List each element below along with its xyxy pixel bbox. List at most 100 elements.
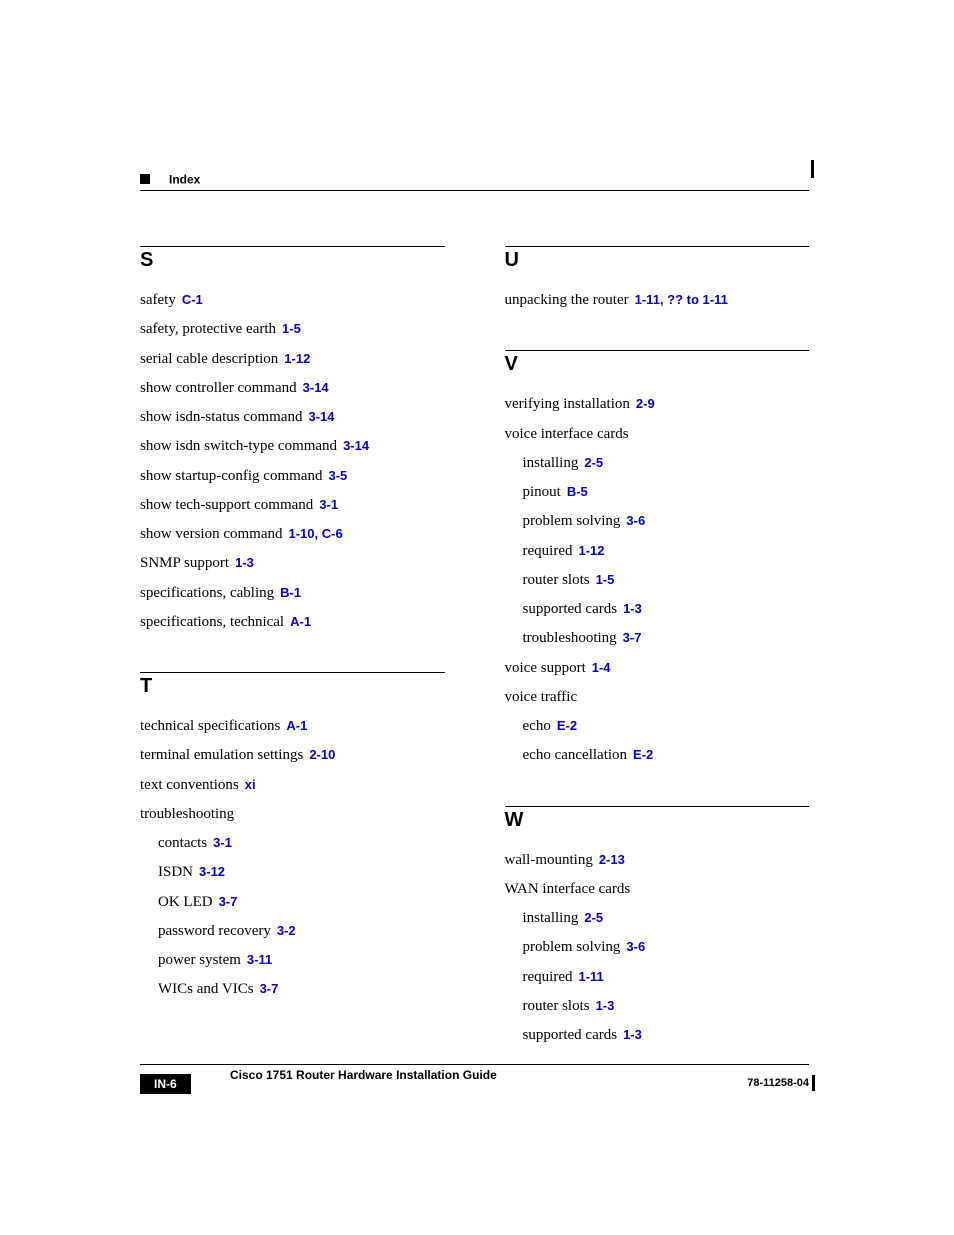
entry-refs: 2-5	[584, 455, 603, 471]
index-entry: installing 2-5	[505, 453, 810, 473]
index-entry: verifying installation2-9	[505, 394, 810, 414]
index-entry: problem solving3-6	[505, 937, 810, 957]
page-ref-link[interactable]: xi	[245, 777, 256, 792]
page-ref-link[interactable]: 3-7	[260, 981, 279, 996]
page-ref-link[interactable]: B-1	[280, 585, 301, 600]
entry-refs: 3-7	[260, 981, 279, 997]
page-ref-link[interactable]: 3-14	[309, 409, 335, 424]
page-ref-link[interactable]: 1-12	[284, 351, 310, 366]
entry-text: WICs and VICs	[158, 981, 254, 997]
page-ref-link[interactable]: 2-13	[599, 852, 625, 867]
entry-refs: 3-7	[623, 630, 642, 646]
entry-refs: 3-6	[626, 513, 645, 529]
page-ref-link[interactable]: C-1	[182, 292, 203, 307]
page-ref-link[interactable]: 3-11	[247, 952, 272, 967]
page-ref-link[interactable]: 3-2	[277, 923, 296, 938]
entry-text: unpacking the router	[505, 292, 629, 308]
entry-refs: 3-2	[277, 923, 296, 939]
section-letter: U	[505, 246, 810, 272]
page-ref-link[interactable]: 3-5	[328, 468, 347, 483]
page-ref-link[interactable]: 1-3	[235, 555, 254, 570]
section-letter: S	[140, 246, 445, 272]
index-section: Wwall-mounting2-13WAN interface cardsins…	[505, 806, 810, 1046]
entry-text: wall-mounting	[505, 852, 593, 868]
entry-text: specifications, technical	[140, 614, 284, 630]
entry-text: OK LED	[158, 894, 213, 910]
index-entry: show tech-support command3-1	[140, 495, 445, 515]
page-ref-link[interactable]: 1-11	[578, 969, 603, 984]
entry-text: password recovery	[158, 923, 271, 939]
page-ref-link[interactable]: 3-6	[626, 513, 645, 528]
entry-refs: 3-7	[219, 894, 238, 910]
entry-refs: 3-11	[247, 952, 272, 968]
entry-refs: 2-9	[636, 396, 655, 412]
footer-row: Cisco 1751 Router Hardware Installation …	[140, 1065, 809, 1085]
index-entry: safetyC-1	[140, 290, 445, 310]
entry-refs: E-2	[633, 747, 653, 763]
page-ref-link[interactable]: A-1	[290, 614, 311, 629]
page-footer: Cisco 1751 Router Hardware Installation …	[140, 1064, 809, 1085]
page-ref-link[interactable]: 3-1	[319, 497, 338, 512]
entry-text: voice support	[505, 660, 586, 676]
index-entry: WICs and VICs 3-7	[140, 979, 445, 999]
page-ref-link[interactable]: 2-5	[584, 455, 603, 470]
page-ref-link[interactable]: 1-5	[282, 321, 301, 336]
index-entry: required 1-12	[505, 541, 810, 561]
page-ref-link[interactable]: 1-3	[596, 998, 615, 1013]
page-ref-link[interactable]: 3-14	[303, 380, 329, 395]
index-entry: power system3-11	[140, 950, 445, 970]
index-entry: unpacking the router1-11, ?? to 1-11	[505, 290, 810, 310]
page-ref-link[interactable]: E-2	[557, 718, 577, 733]
entry-refs: B-5	[567, 484, 588, 500]
page-ref-link[interactable]: C-6	[322, 526, 343, 541]
page-ref-link[interactable]: 3-6	[626, 939, 645, 954]
page-ref-link[interactable]: 1-4	[592, 660, 611, 675]
entry-text: specifications, cabling	[140, 585, 274, 601]
entry-refs: 2-5	[584, 910, 603, 926]
page-ref-link[interactable]: ?? to 1-11	[667, 292, 728, 307]
page-ref-link[interactable]: 3-1	[213, 835, 232, 850]
page-ref-link[interactable]: 1-12	[578, 543, 604, 558]
page-ref-link[interactable]: 2-9	[636, 396, 655, 411]
index-entry: password recovery 3-2	[140, 921, 445, 941]
entry-text: safety, protective earth	[140, 321, 276, 337]
page-ref-link[interactable]: 3-7	[219, 894, 238, 909]
index-entry: troubleshooting 3-7	[505, 628, 810, 648]
page-ref-link[interactable]: 1-11	[635, 292, 660, 307]
page-ref-link[interactable]: B-5	[567, 484, 588, 499]
entry-refs: 1-5	[596, 572, 615, 588]
header-square-icon	[140, 174, 150, 184]
entry-text: installing	[523, 455, 579, 471]
page-ref-link[interactable]: 3-14	[343, 438, 369, 453]
page-header: Index	[140, 170, 809, 191]
index-entry: wall-mounting 2-13	[505, 850, 810, 870]
entry-refs: 3-1	[213, 835, 232, 851]
column-left: SsafetyC-1safety, protective earth1-5ser…	[140, 246, 445, 1085]
entry-text: supported cards	[523, 1027, 618, 1043]
page-ref-link[interactable]: 3-12	[199, 864, 225, 879]
page-ref-link[interactable]: E-2	[633, 747, 653, 762]
index-entry: specifications, cabling B-1	[140, 583, 445, 603]
entry-text: show isdn-status command	[140, 409, 303, 425]
page: Index SsafetyC-1 safety, protective earth…	[0, 0, 954, 1235]
page-ref-link[interactable]: 1-3	[623, 601, 642, 616]
page-ref-link[interactable]: 1-5	[596, 572, 615, 587]
entry-text: troubleshooting	[523, 630, 617, 646]
page-ref-link[interactable]: 3-7	[623, 630, 642, 645]
entry-refs: 1-3	[623, 1027, 642, 1043]
section-letter: W	[505, 806, 810, 832]
page-ref-link[interactable]: 2-5	[584, 910, 603, 925]
page-ref-link[interactable]: 1-3	[623, 1027, 642, 1042]
index-columns: SsafetyC-1safety, protective earth1-5ser…	[140, 246, 809, 1085]
page-ref-link[interactable]: A-1	[286, 718, 307, 733]
index-entry: specifications, technical A-1	[140, 612, 445, 632]
entry-refs: 1-3	[596, 998, 615, 1014]
index-entry: voice interface cards	[505, 424, 810, 444]
page-ref-link[interactable]: 2-10	[309, 747, 335, 762]
index-entry: voice traffic	[505, 687, 810, 707]
entry-text: required	[523, 543, 573, 559]
index-entry: installing2-5	[505, 908, 810, 928]
entry-text: voice interface cards	[505, 426, 629, 442]
entry-text: pinout	[523, 484, 561, 500]
page-ref-link[interactable]: 1-10	[288, 526, 314, 541]
